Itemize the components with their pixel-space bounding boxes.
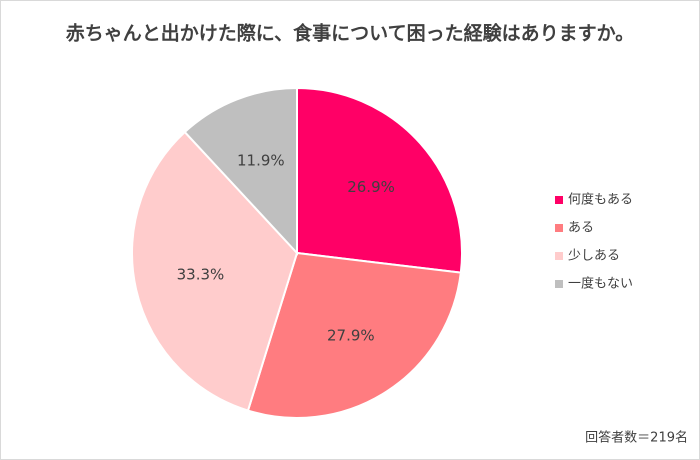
legend-swatch — [555, 196, 563, 204]
data-label: 27.9% — [327, 327, 375, 345]
pie-slice — [246, 251, 462, 419]
data-label: 11.9% — [237, 151, 285, 169]
legend-swatch — [555, 280, 563, 288]
pie-slice — [296, 86, 463, 274]
data-label: 33.3% — [177, 265, 225, 283]
pie-slice — [131, 130, 299, 412]
legend-swatch — [555, 224, 563, 232]
chart-title: 赤ちゃんと出かけた際に、食事について困った経験はありますか。 — [66, 22, 634, 45]
data-label: 26.9% — [347, 178, 395, 196]
legend-label: 何度もある — [568, 192, 633, 208]
legend-label: ある — [568, 221, 594, 236]
annotation: 回答者数＝219名 — [585, 430, 688, 446]
legend-label: 少しある — [568, 249, 620, 264]
legend-label: 一度もない — [568, 276, 633, 292]
legend-swatch — [555, 252, 563, 260]
pie-slice — [183, 86, 298, 256]
